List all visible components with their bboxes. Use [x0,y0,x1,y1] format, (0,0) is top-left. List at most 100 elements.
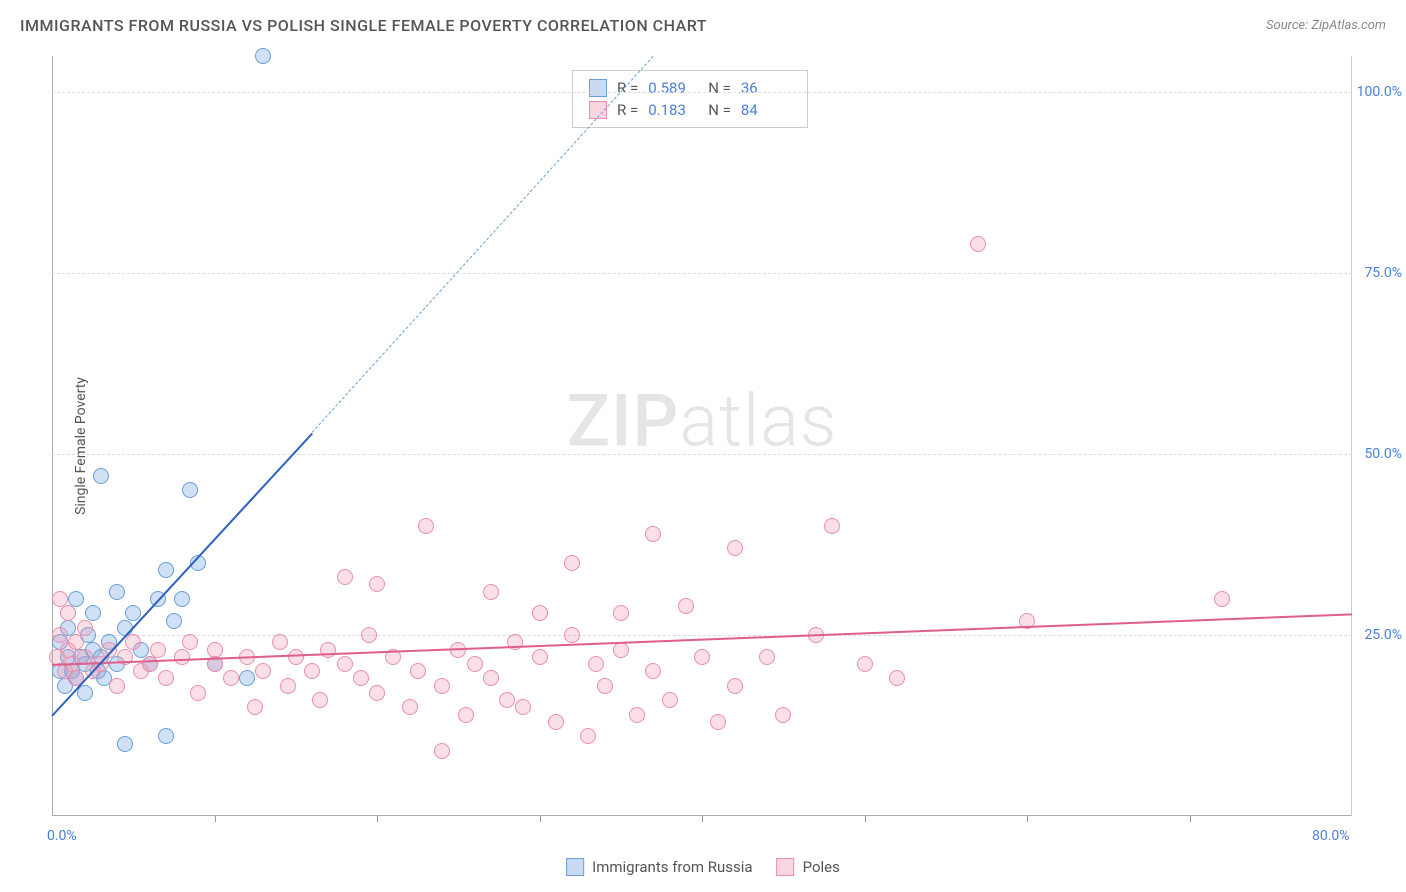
scatter-point-poles[interactable] [337,656,353,672]
scatter-point-russia[interactable] [68,591,84,607]
scatter-point-russia[interactable] [109,584,125,600]
scatter-point-russia[interactable] [182,482,198,498]
legend-item[interactable]: Poles [777,858,840,876]
scatter-point-poles[interactable] [645,663,661,679]
legend-item[interactable]: Immigrants from Russia [566,858,752,876]
scatter-point-poles[interactable] [272,634,288,650]
scatter-point-poles[interactable] [613,605,629,621]
scatter-point-poles[interactable] [678,598,694,614]
scatter-point-poles[interactable] [467,656,483,672]
scatter-point-poles[interactable] [158,670,174,686]
scatter-point-poles[interactable] [174,649,190,665]
scatter-point-poles[interactable] [532,649,548,665]
x-tick [702,816,703,822]
scatter-point-poles[interactable] [142,656,158,672]
gridline [52,92,1352,93]
x-tick [215,816,216,822]
scatter-point-poles[interactable] [499,692,515,708]
scatter-point-poles[interactable] [369,576,385,592]
scatter-point-poles[interactable] [710,714,726,730]
scatter-point-poles[interactable] [402,699,418,715]
scatter-point-poles[interactable] [645,526,661,542]
scatter-point-russia[interactable] [158,728,174,744]
scatter-point-poles[interactable] [588,656,604,672]
x-tick [377,816,378,822]
scatter-point-poles[interactable] [857,656,873,672]
scatter-point-poles[interactable] [418,518,434,534]
scatter-point-poles[interactable] [52,627,68,643]
scatter-point-poles[interactable] [597,678,613,694]
scatter-point-russia[interactable] [85,605,101,621]
scatter-point-poles[interactable] [483,584,499,600]
chart-area: ZIPatlas R =0.589N =36R =0.183N =84 25.0… [52,56,1352,816]
legend-swatch-icon [566,858,584,876]
scatter-point-poles[interactable] [190,685,206,701]
scatter-point-poles[interactable] [458,707,474,723]
stat-n-value: 36 [741,79,791,97]
scatter-point-poles[interactable] [182,634,198,650]
scatter-point-poles[interactable] [727,678,743,694]
scatter-point-poles[interactable] [775,707,791,723]
scatter-point-russia[interactable] [117,736,133,752]
x-tick [1027,816,1028,822]
scatter-point-poles[interactable] [207,642,223,658]
scatter-point-poles[interactable] [223,670,239,686]
scatter-point-poles[interactable] [434,743,450,759]
scatter-point-poles[interactable] [410,663,426,679]
scatter-point-poles[interactable] [1214,591,1230,607]
scatter-point-poles[interactable] [564,555,580,571]
legend-stats-box: R =0.589N =36R =0.183N =84 [572,70,808,128]
scatter-point-poles[interactable] [125,634,141,650]
trend-line-russia [51,433,312,717]
scatter-point-poles[interactable] [727,540,743,556]
scatter-point-poles[interactable] [483,670,499,686]
legend-swatch-icon [589,79,607,97]
scatter-point-poles[interactable] [629,707,645,723]
scatter-point-poles[interactable] [60,605,76,621]
scatter-point-poles[interactable] [255,663,271,679]
scatter-point-poles[interactable] [532,605,548,621]
scatter-point-poles[interactable] [68,634,84,650]
gridline [52,635,1352,636]
scatter-point-poles[interactable] [312,692,328,708]
y-tick-label: 50.0% [1364,446,1402,462]
scatter-point-poles[interactable] [759,649,775,665]
scatter-point-poles[interactable] [288,649,304,665]
scatter-point-poles[interactable] [247,699,263,715]
chart-header: IMMIGRANTS FROM RUSSIA VS POLISH SINGLE … [0,0,1406,43]
scatter-point-poles[interactable] [304,663,320,679]
gridline [52,454,1352,455]
x-tick-label: 80.0% [1312,828,1350,844]
x-tick [1190,816,1191,822]
scatter-point-poles[interactable] [580,728,596,744]
scatter-point-poles[interactable] [280,678,296,694]
scatter-point-poles[interactable] [77,620,93,636]
scatter-point-russia[interactable] [158,562,174,578]
x-tick [540,816,541,822]
stat-n-label: N = [708,79,731,97]
y-tick-label: 100.0% [1357,84,1402,100]
scatter-point-poles[interactable] [694,649,710,665]
scatter-point-poles[interactable] [353,670,369,686]
y-tick-label: 75.0% [1364,265,1402,281]
scatter-point-poles[interactable] [52,591,68,607]
scatter-point-poles[interactable] [361,627,377,643]
scatter-point-poles[interactable] [662,692,678,708]
scatter-point-poles[interactable] [889,670,905,686]
scatter-point-russia[interactable] [255,48,271,64]
scatter-point-poles[interactable] [515,699,531,715]
scatter-point-poles[interactable] [970,236,986,252]
scatter-point-russia[interactable] [174,591,190,607]
scatter-point-poles[interactable] [824,518,840,534]
scatter-point-poles[interactable] [434,678,450,694]
scatter-point-poles[interactable] [369,685,385,701]
scatter-point-poles[interactable] [109,678,125,694]
scatter-point-russia[interactable] [239,670,255,686]
scatter-point-poles[interactable] [564,627,580,643]
scatter-point-russia[interactable] [166,613,182,629]
scatter-point-poles[interactable] [548,714,564,730]
scatter-point-poles[interactable] [150,642,166,658]
scatter-point-russia[interactable] [93,468,109,484]
y-axis-line [52,56,53,816]
scatter-point-poles[interactable] [337,569,353,585]
